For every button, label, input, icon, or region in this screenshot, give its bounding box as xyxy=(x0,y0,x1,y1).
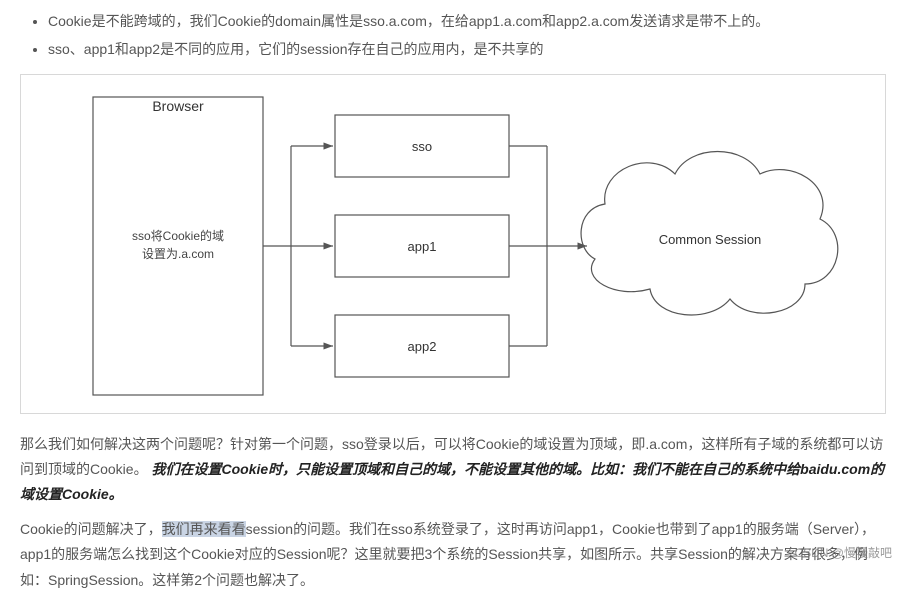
svg-text:设置为.a.com: 设置为.a.com xyxy=(142,247,214,261)
architecture-diagram: Browser sso将Cookie的域设置为.a.com sso app1 app2 C… xyxy=(20,74,886,414)
svg-text:app1: app1 xyxy=(408,239,437,254)
svg-text:Common Session: Common Session xyxy=(659,232,762,247)
svg-text:Browser: Browser xyxy=(152,98,204,114)
svg-text:sso将Cookie的域: sso将Cookie的域 xyxy=(132,228,224,243)
bullet-item: sso、app1和app2是不同的应用，它们的session存在自己的应用内，是… xyxy=(48,38,886,62)
bullet-item: Cookie是不能跨域的，我们Cookie的domain属性是sso.a.com… xyxy=(48,10,886,34)
paragraph-1: 那么我们如何解决这两个问题呢？针对第一个问题，sso登录以后，可以将Cookie… xyxy=(20,432,886,508)
paragraph-2: Cookie的问题解决了，我们再来看看session的问题。我们在sso系统登录… xyxy=(20,517,886,593)
para1-bold: 我们在设置Cookie时，只能设置顶域和自己的域，不能设置其他的域。比如：我们不… xyxy=(20,461,884,502)
svg-text:app2: app2 xyxy=(408,339,437,354)
para2-highlight: 我们再来看看 xyxy=(162,521,246,537)
bullet-list: Cookie是不能跨域的，我们Cookie的domain属性是sso.a.com… xyxy=(20,10,886,62)
para2-lead: Cookie的问题解决了， xyxy=(20,521,162,537)
diagram-svg: Browser sso将Cookie的域设置为.a.com sso app1 app2 C… xyxy=(25,79,865,409)
svg-text:sso: sso xyxy=(412,139,432,154)
